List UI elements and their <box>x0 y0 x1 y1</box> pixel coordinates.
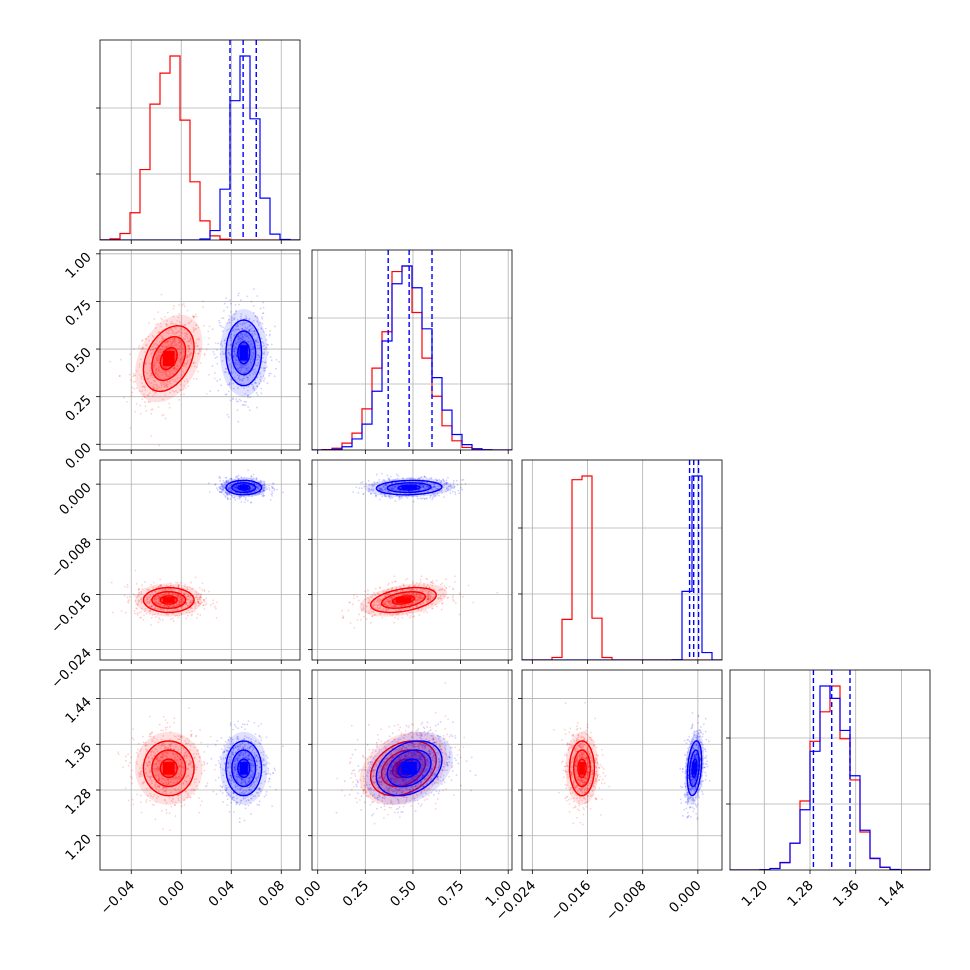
histogram-B <box>730 685 930 870</box>
scatter-A <box>207 469 284 504</box>
scatter-B <box>341 575 499 629</box>
x-tick-label: 0.08 <box>256 878 289 911</box>
x-tick-label: 0.75 <box>435 878 468 911</box>
density-core-A <box>239 761 248 775</box>
density-core-B <box>162 761 175 775</box>
density-core-B <box>162 597 175 603</box>
density-core-B <box>395 597 412 603</box>
panel-3-1: 0.00 0.25 0.50 0.75 1.00 <box>292 669 515 911</box>
y-tick-label: 0.50 <box>62 345 95 378</box>
x-tick-label: 1.36 <box>830 878 863 911</box>
y-tick-label: 1.44 <box>62 694 95 727</box>
density-core-A <box>239 345 248 361</box>
panel-2-1 <box>308 459 513 664</box>
y-tick-label: 0.75 <box>62 297 95 330</box>
histogram-A <box>100 55 300 240</box>
panel-frame <box>729 669 931 871</box>
density-core-A <box>692 761 697 775</box>
x-tick-label: 1.44 <box>876 878 909 911</box>
x-tick-label: 1.20 <box>739 878 772 911</box>
histogram-A <box>730 685 930 870</box>
x-tick-label: 0.00 <box>156 878 189 911</box>
density-core-B <box>162 350 175 367</box>
x-tick-label: −0.016 <box>548 878 595 925</box>
x-tick-label: −0.008 <box>603 878 650 925</box>
scatter-B <box>553 701 611 826</box>
panel-frame <box>311 249 513 451</box>
y-tick-label: 0.00 <box>62 440 95 473</box>
x-tick-label: 0.00 <box>292 878 325 911</box>
scatter-B <box>109 293 223 447</box>
density-core-A <box>401 761 417 775</box>
y-tick-label: −0.008 <box>48 535 95 582</box>
panel-1-1 <box>308 249 513 454</box>
panel-frame <box>311 669 513 871</box>
panel-frame <box>521 669 723 871</box>
panel-0-0 <box>96 39 301 244</box>
histogram-A <box>522 475 722 660</box>
scatter-A <box>679 712 711 821</box>
y-tick-label: 1.28 <box>62 786 95 819</box>
panel-2-2 <box>518 459 723 664</box>
y-tick-label: 1.36 <box>62 740 95 773</box>
panel-1-0: 0.00 0.25 0.50 0.75 1.00 <box>62 249 301 473</box>
panel-3-2: −0.024 −0.016 −0.008 0.000 <box>493 669 723 925</box>
y-tick-label: −0.024 <box>48 645 95 692</box>
y-tick-label: 0.25 <box>62 392 95 425</box>
density-core-A <box>239 485 248 490</box>
scatter-A <box>205 720 284 823</box>
density-core-A <box>401 485 417 490</box>
histogram-B <box>312 265 512 450</box>
y-tick-label: 1.00 <box>62 249 95 282</box>
x-tick-label: 1.28 <box>784 878 817 911</box>
panel-3-0: 1.20 1.28 1.36 1.44 −0.04 0.00 0.04 0.08 <box>62 669 301 919</box>
panel-frame <box>521 459 723 661</box>
x-tick-label: −0.04 <box>98 878 139 919</box>
histogram-B <box>522 475 722 660</box>
x-tick-label: 0.50 <box>387 878 420 911</box>
scatter-A <box>198 288 280 423</box>
scatter-A <box>335 721 477 817</box>
panel-2-0: −0.024 −0.016 −0.008 0.000 <box>48 459 301 692</box>
panel-frame <box>99 459 301 661</box>
scatter-B <box>117 706 231 832</box>
histogram-A <box>312 265 512 450</box>
scatter-B <box>110 569 218 626</box>
scatter-A <box>352 472 467 503</box>
panel-frame <box>99 669 301 871</box>
panel-frame <box>99 249 301 451</box>
x-tick-label: 0.000 <box>666 878 705 917</box>
y-tick-label: 0.000 <box>56 480 95 519</box>
density-core-B <box>579 761 585 775</box>
panel-frame <box>311 459 513 661</box>
y-tick-label: −0.016 <box>48 590 95 637</box>
panel-frame <box>99 39 301 241</box>
panel-3-3: 1.20 1.28 1.36 1.44 <box>726 669 931 911</box>
x-tick-label: 0.25 <box>340 878 373 911</box>
x-tick-label: 0.04 <box>206 878 239 911</box>
y-tick-label: 1.20 <box>62 831 95 864</box>
